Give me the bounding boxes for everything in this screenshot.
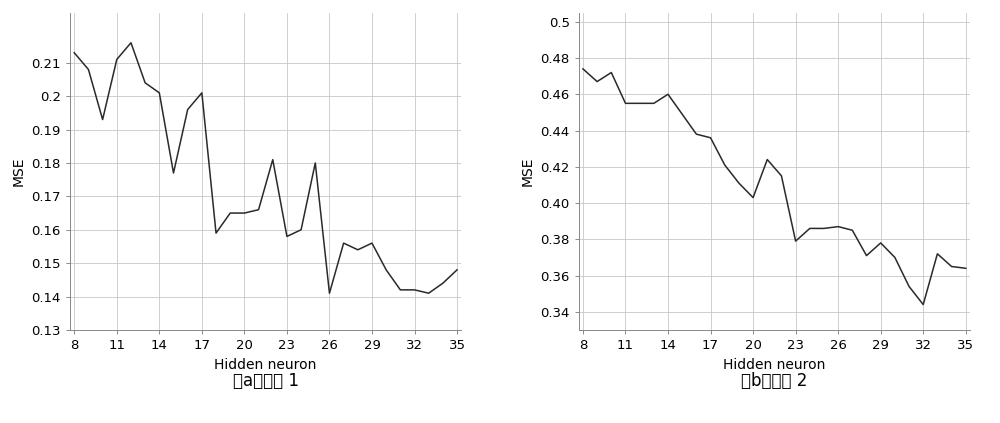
X-axis label: Hidden neuron: Hidden neuron xyxy=(214,357,317,371)
Text: （a）模型 1: （a）模型 1 xyxy=(233,372,299,390)
X-axis label: Hidden neuron: Hidden neuron xyxy=(723,357,826,371)
Text: （b）模型 2: （b）模型 2 xyxy=(741,372,808,390)
Y-axis label: MSE: MSE xyxy=(12,157,26,186)
Y-axis label: MSE: MSE xyxy=(521,157,535,186)
